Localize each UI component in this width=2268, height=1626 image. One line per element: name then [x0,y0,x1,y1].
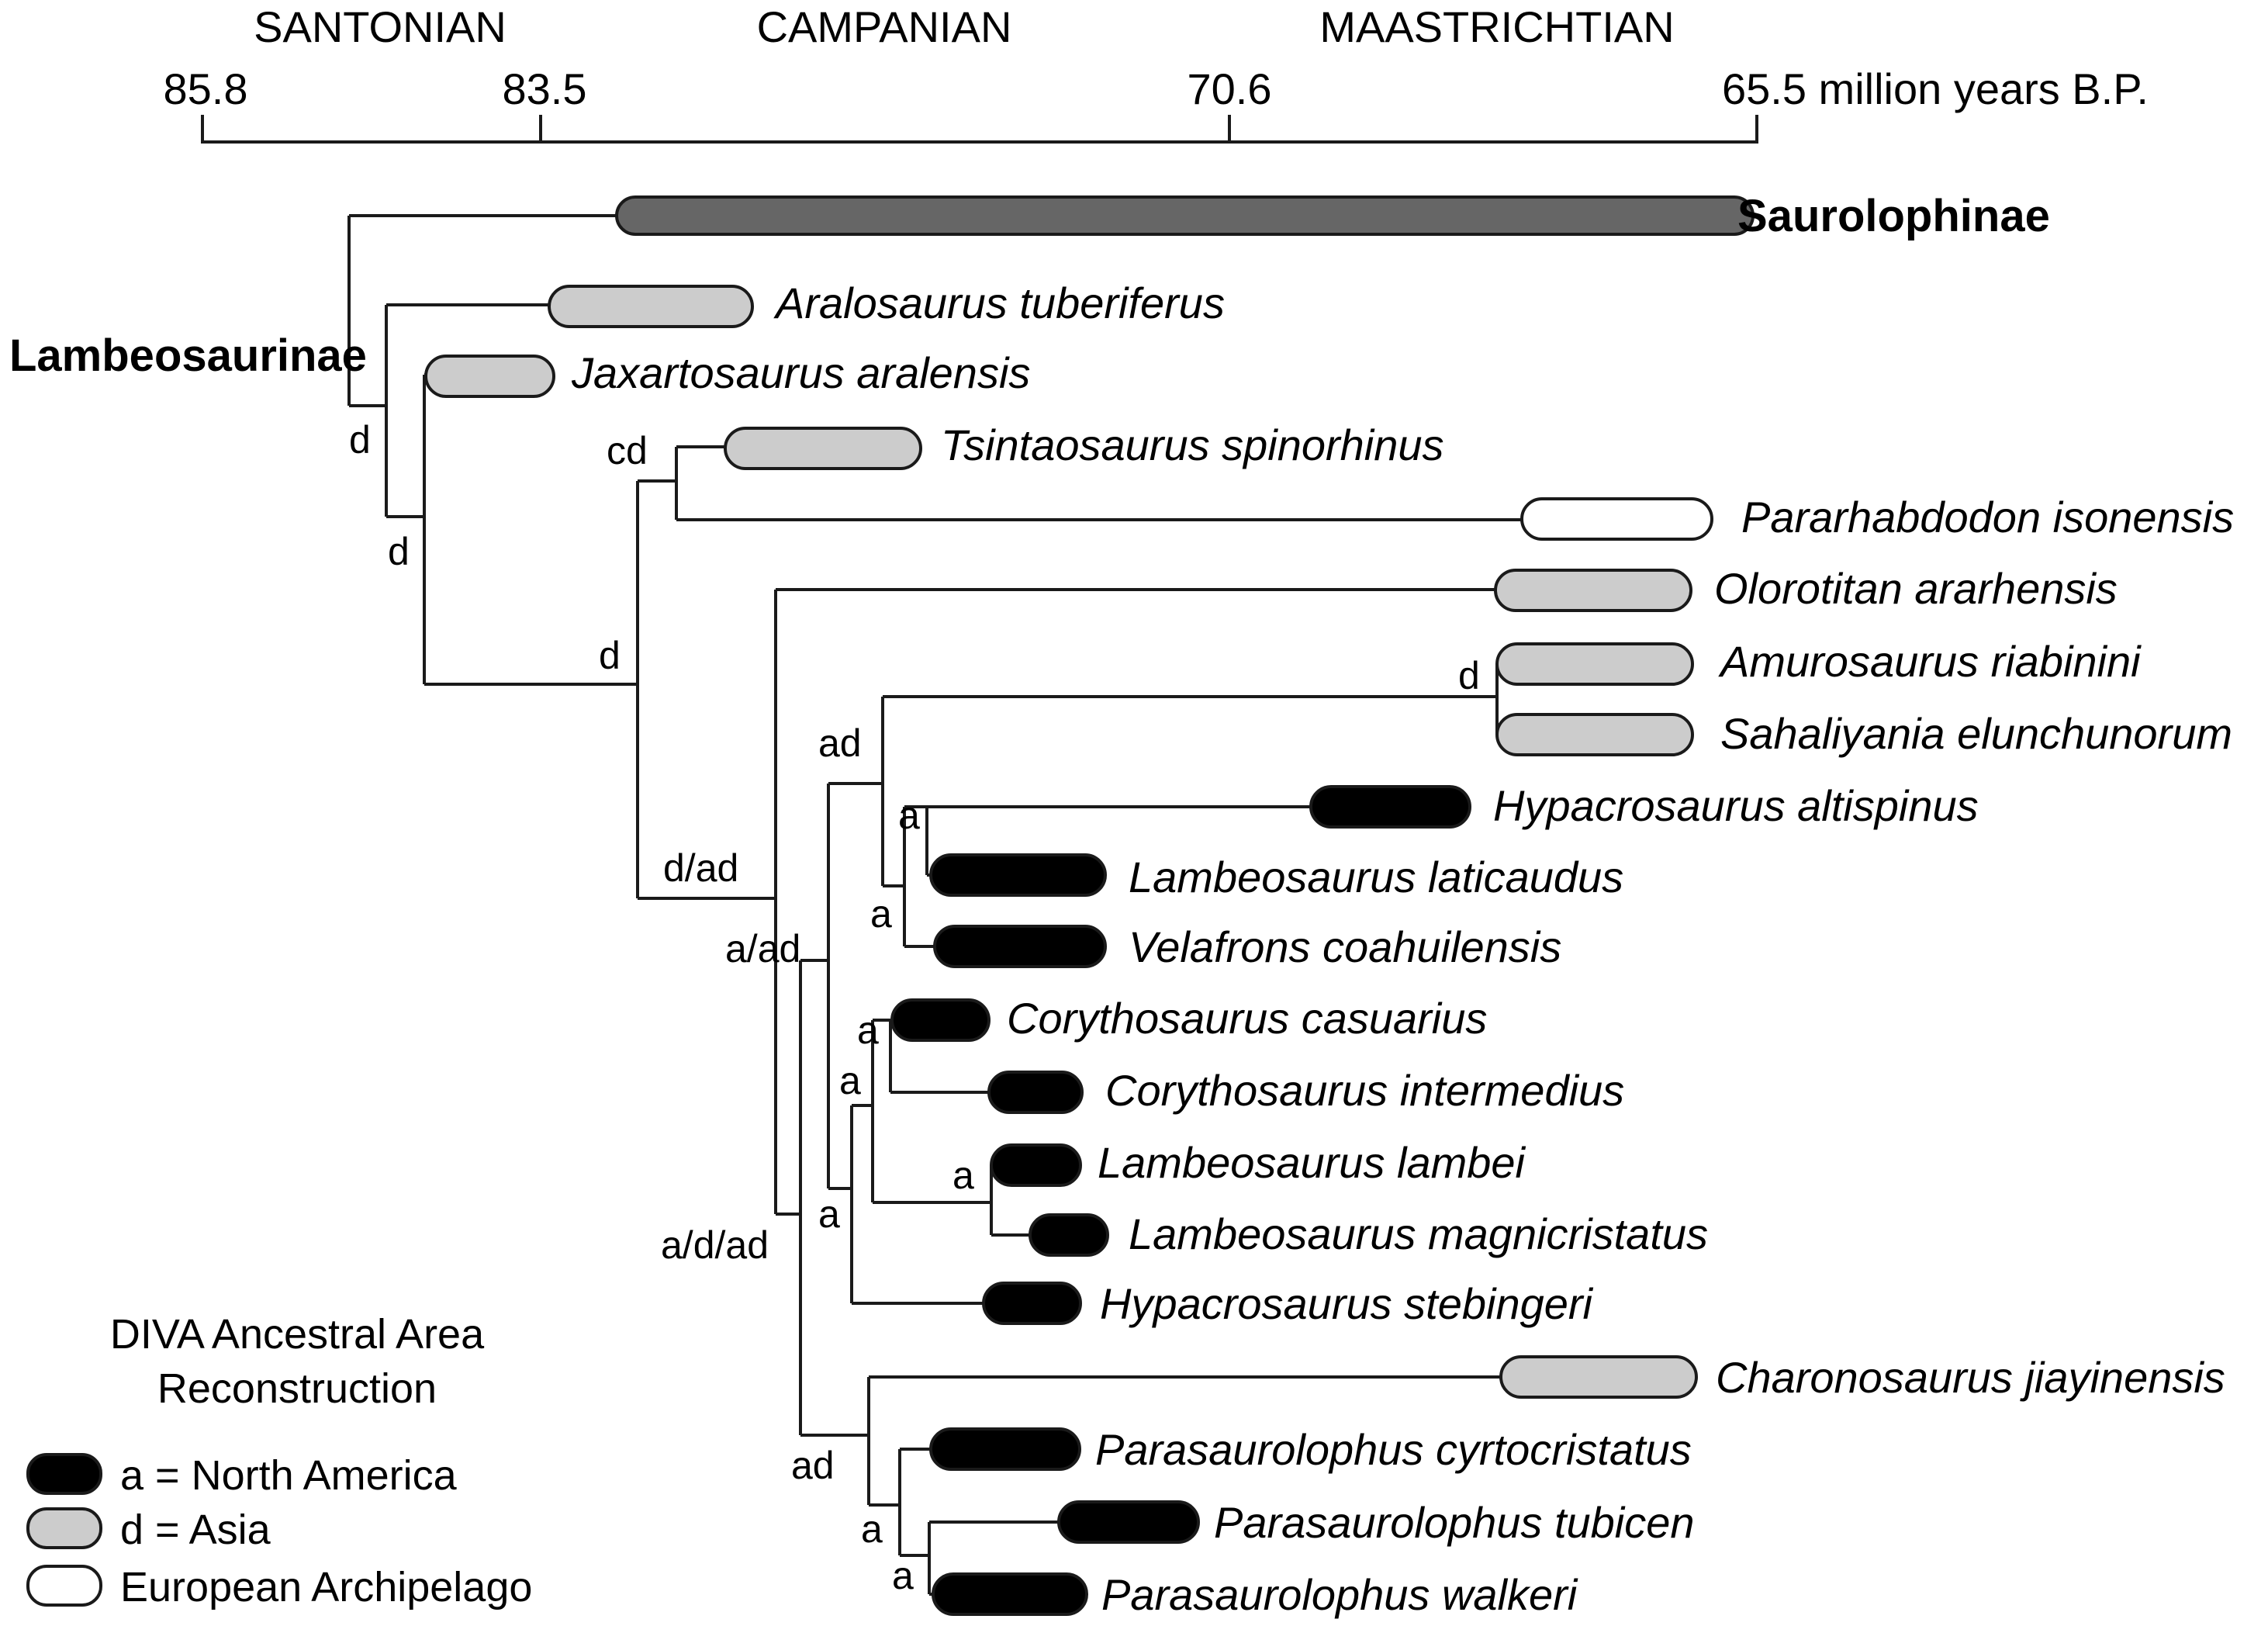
taxon-label: Hypacrosaurus stebingeri [1100,1279,1594,1328]
taxon-label: Sahaliyania elunchunorum [1720,709,2232,758]
range-bar-sahaliyania [1495,713,1694,756]
node-label: a [952,1154,974,1197]
node-label: a [870,892,892,936]
range-bar-corythosaurus-intermedius [987,1071,1084,1114]
range-bar-corythosaurus-casuarius [890,998,991,1042]
tick-label-85-8: 85.8 [164,64,248,113]
legend-swatch-european-archipelago [26,1565,102,1607]
range-bar-aralosaurus [548,285,754,328]
legend: DIVA Ancestral Area Reconstruction a = N… [26,1311,532,1610]
node-label: ad [791,1444,835,1487]
taxon-label: Olorotitan ararhensis [1714,564,2118,613]
range-bar-parasaurolophus-walkeri [932,1572,1088,1616]
clade-label-saurolophinae: Saurolophinae [1737,191,2050,241]
taxon-label: Lambeosaurus magnicristatus [1129,1209,1708,1258]
range-bar-lambeosaurus-laticaudus [929,853,1107,897]
timescale: SANTONIAN CAMPANIAN MAASTRICHTIAN 85.8 8… [164,2,2149,144]
stage-label-maastrichtian: MAASTRICHTIAN [1319,2,1674,51]
node-label: d [388,530,410,573]
range-bar-tsintaosaurus [724,427,922,470]
taxon-label: Tsintaosaurus spinorhinus [941,420,1444,469]
taxon-label: Velafrons coahuilensis [1129,922,1561,971]
taxon-label: Jaxartosaurus aralensis [571,348,1030,397]
taxon-label: Aralosaurus tuberiferus [773,278,1225,327]
range-bar-lambeosaurus-magnicristatus [1029,1213,1109,1257]
range-bar-pararhabdodon [1520,497,1713,541]
tick-label-83-5: 83.5 [503,64,587,113]
taxon-label: Corythosaurus intermedius [1105,1066,1624,1115]
taxon-label: Charonosaurus jiayinensis [1716,1353,2225,1402]
node-label: a [861,1507,883,1551]
legend-label-north-america: a = North America [120,1452,458,1499]
node-label: d/ad [663,846,738,890]
node-label: d [349,418,371,462]
range-bar-amurosaurus [1495,642,1694,686]
legend-swatch-asia [26,1507,102,1549]
taxon-label: Pararhabdodon isonensis [1741,493,2234,541]
taxon-label: Corythosaurus casuarius [1007,994,1487,1043]
stage-label-santonian: SANTONIAN [254,2,506,51]
node-label: a [898,794,920,837]
legend-label-european-archipelago: European Archipelago [120,1564,532,1610]
taxon-label: Amurosaurus riabinini [1718,637,2142,686]
taxon-label: Hypacrosaurus altispinus [1493,781,1979,830]
node-label: a [857,1008,879,1052]
node-label: a/d/ad [661,1223,769,1267]
node-label: cd [607,429,648,472]
stage-label-campanian: CAMPANIAN [757,2,1012,51]
taxon-label: Lambeosaurus lambei [1098,1138,1526,1187]
range-bar-lambeosaurus-lambei [990,1143,1082,1187]
node-label: d [599,634,621,677]
range-bar-olorotitan [1494,569,1692,612]
range-bar-hypacrosaurus-altispinus [1309,785,1471,829]
tree-branches [347,214,1522,1596]
range-bar-parasaurolophus-tubicen [1057,1500,1200,1544]
node-label: d [1458,654,1480,697]
range-bar-saurolophinae [615,195,1755,236]
taxon-labels: Saurolophinae Lambeosaurinae Aralosaurus… [9,191,2234,1619]
taxon-label: Parasaurolophus cyrtocristatus [1095,1425,1692,1474]
legend-label-asia: d = Asia [120,1507,271,1553]
legend-title-line1: DIVA Ancestral Area [110,1311,485,1358]
node-labels: d d cd d d/ad a/ad ad a a d a a a a a/d/… [349,418,1480,1597]
node-label: a/ad [725,927,800,970]
range-bar-jaxartosaurus [424,355,555,398]
node-label: a [818,1192,840,1236]
range-bar-velafrons [933,925,1107,968]
range-bars [424,195,1755,1616]
legend-swatch-north-america [26,1453,102,1495]
node-label: a [839,1059,861,1102]
range-bar-charonosaurus [1499,1355,1698,1399]
taxon-label: Parasaurolophus tubicen [1214,1498,1695,1547]
node-label: a [892,1554,914,1597]
range-bar-hypacrosaurus-stebingeri [982,1282,1082,1325]
tick-label-65-5: 65.5 million years B.P. [1722,64,2149,113]
clade-label-lambeosaurinae: Lambeosaurinae [9,330,367,381]
node-label: ad [818,721,862,765]
range-bar-parasaurolophus-cyrtocristatus [929,1427,1081,1471]
tick-label-70-6: 70.6 [1188,64,1272,113]
taxon-label: Parasaurolophus walkeri [1101,1570,1578,1619]
taxon-label: Lambeosaurus laticaudus [1129,853,1623,901]
legend-title-line2: Reconstruction [157,1365,437,1412]
